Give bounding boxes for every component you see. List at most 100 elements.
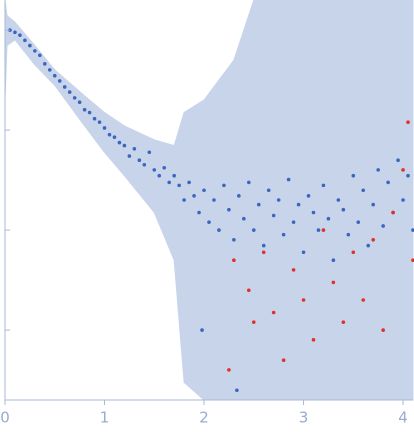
data-point: [336, 198, 341, 202]
data-point: [371, 202, 375, 207]
data-point: [187, 180, 191, 185]
data-point: [281, 358, 286, 363]
data-point: [301, 250, 306, 255]
data-point: [366, 243, 371, 248]
data-point: [97, 120, 102, 124]
data-point: [200, 328, 204, 332]
data-point: [217, 228, 221, 232]
data-point: [271, 310, 276, 315]
data-point: [77, 100, 82, 105]
data-point: [386, 180, 390, 185]
data-point: [72, 96, 77, 100]
data-point: [251, 228, 256, 232]
data-point: [381, 328, 385, 332]
data-point: [182, 198, 186, 202]
data-point: [261, 250, 266, 255]
data-point: [321, 183, 326, 188]
data-point: [227, 207, 231, 212]
data-point: [356, 220, 361, 224]
data-point: [311, 210, 316, 215]
data-point: [351, 250, 356, 255]
data-point: [361, 298, 366, 302]
data-point: [142, 162, 147, 167]
data-point: [235, 388, 239, 393]
data-point: [137, 158, 142, 163]
data-point: [38, 53, 42, 58]
data-point: [401, 198, 405, 202]
data-point: [331, 280, 336, 285]
data-point: [152, 168, 157, 172]
data-point: [311, 337, 316, 342]
data-point: [232, 258, 236, 263]
data-point: [401, 168, 405, 172]
data-point: [82, 107, 87, 112]
data-point: [62, 85, 67, 89]
data-point: [251, 320, 256, 324]
data-point: [197, 210, 201, 215]
data-point: [57, 79, 62, 83]
data-point: [102, 126, 107, 130]
data-point: [212, 198, 216, 202]
data-point: [291, 268, 296, 272]
data-point: [227, 368, 231, 372]
data-point: [237, 194, 241, 198]
data-point: [276, 198, 281, 202]
data-point: [157, 173, 162, 178]
data-point: [242, 216, 246, 221]
data-point: [33, 49, 37, 53]
x-tick-label: 0: [0, 409, 10, 427]
data-point: [331, 258, 336, 263]
data-point: [321, 228, 326, 232]
data-point: [117, 140, 122, 145]
data-point: [127, 154, 132, 158]
data-point: [316, 228, 321, 232]
data-point: [296, 202, 301, 207]
data-point: [162, 165, 167, 170]
data-point: [122, 143, 127, 148]
data-point: [341, 320, 346, 324]
data-point: [286, 177, 291, 182]
data-point: [232, 237, 236, 242]
data-point: [177, 183, 181, 188]
data-point: [281, 232, 286, 237]
x-tick-label: 4: [398, 409, 408, 427]
data-point: [28, 43, 32, 48]
data-point: [266, 188, 271, 193]
data-point: [306, 194, 311, 198]
data-point: [361, 188, 366, 193]
data-point: [291, 220, 296, 224]
data-point: [261, 243, 266, 248]
data-point: [192, 194, 196, 198]
data-point: [147, 150, 152, 155]
data-point: [167, 180, 171, 185]
data-point: [326, 216, 331, 221]
data-point: [271, 213, 276, 218]
data-point: [222, 183, 226, 188]
data-point: [376, 168, 380, 172]
data-point: [92, 116, 97, 121]
data-point: [381, 224, 385, 228]
data-point: [202, 188, 206, 193]
data-point: [52, 73, 57, 78]
data-point: [351, 173, 356, 178]
x-tick-label: 2: [199, 409, 209, 427]
data-point: [23, 38, 27, 43]
data-point: [47, 68, 52, 72]
data-point: [406, 173, 410, 178]
data-point: [207, 220, 211, 224]
data-point: [18, 33, 22, 37]
data-point: [256, 202, 261, 207]
data-point: [43, 62, 47, 66]
data-point: [13, 30, 17, 35]
data-point: [341, 207, 346, 212]
x-tick-label: 1: [100, 409, 110, 427]
data-point: [67, 90, 72, 94]
data-point: [107, 132, 112, 137]
data-point: [247, 180, 251, 185]
error-band: [4, 0, 414, 401]
data-point: [247, 288, 251, 293]
data-point: [87, 110, 92, 115]
data-point: [112, 135, 117, 139]
data-point: [172, 173, 176, 178]
